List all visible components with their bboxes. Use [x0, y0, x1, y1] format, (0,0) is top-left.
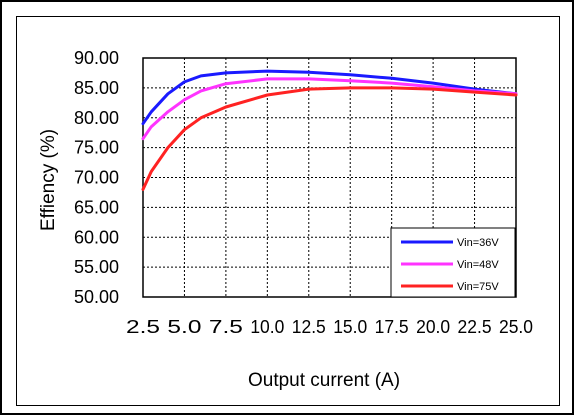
legend: Vin=36V Vin=48V Vin=75V	[390, 227, 516, 298]
chart-inner-border	[16, 16, 560, 406]
x-tick-label: 2.5	[126, 317, 160, 337]
x-tick-label: 12.5	[292, 317, 326, 337]
x-tick-label: 25.0	[499, 317, 533, 337]
x-tick-label: 20.0	[416, 317, 450, 337]
x-tick-labels: 2.5 5.0 7.5 10.0 12.5 15.0 17.5 20.0 22.5 25.0	[126, 317, 533, 337]
x-tick-label: 15.0	[333, 317, 367, 337]
legend-label-3: Vin=75V	[457, 281, 499, 293]
series-line-1	[141, 69, 518, 126]
y-tick-label: 55.00	[74, 257, 119, 277]
x-axis-title: Output current (A)	[248, 370, 400, 391]
y-tick-label: 65.00	[74, 197, 119, 217]
y-tick-labels: 50.00 55.00 60.00 65.00 70.00 75.00 80.00 85.00…	[74, 48, 119, 307]
y-tick-label: 90.00	[74, 48, 119, 68]
x-tick-label: 17.5	[375, 317, 409, 337]
y-tick-label: 75.00	[74, 138, 119, 158]
y-tick-label: 85.00	[74, 78, 119, 98]
y-tick-label: 60.00	[74, 227, 119, 247]
y-tick-label: 80.00	[74, 108, 119, 128]
x-tick-label: 7.5	[209, 317, 243, 337]
y-tick-label: 50.00	[74, 287, 119, 307]
x-tick-label: 5.0	[167, 317, 201, 337]
y-tick-label: 70.00	[74, 168, 119, 188]
legend-label-1: Vin=36V	[457, 237, 499, 249]
x-tick-label: 22.5	[458, 317, 492, 337]
legend-label-2: Vin=48V	[457, 259, 499, 271]
y-axis-title: Effiency (%)	[38, 129, 59, 231]
series-line-3	[141, 86, 518, 191]
series-line-2	[141, 77, 518, 141]
x-tick-label: 10.0	[250, 317, 284, 337]
